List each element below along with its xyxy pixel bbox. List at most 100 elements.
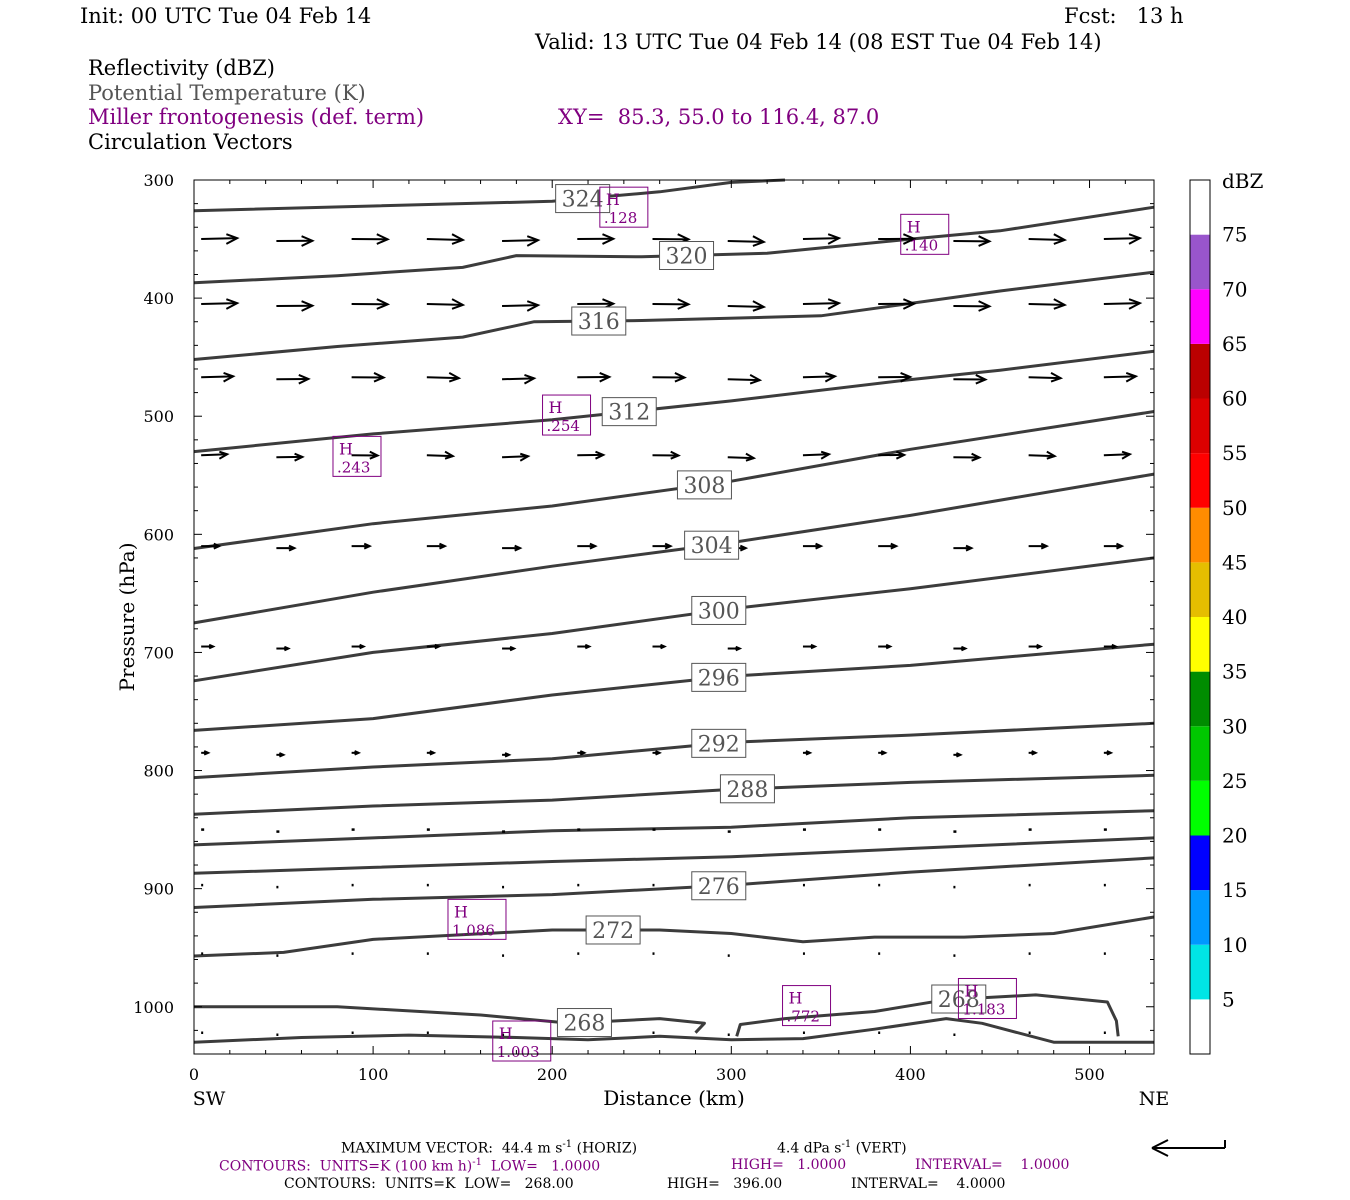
circulation-vector-head bbox=[824, 371, 838, 383]
x-end-left-label: SW bbox=[193, 1088, 226, 1110]
circulation-vector bbox=[201, 302, 238, 306]
circulation-vector bbox=[1103, 302, 1140, 306]
circulation-vector-head bbox=[752, 235, 767, 247]
circulation-vector-head bbox=[504, 752, 512, 758]
plot-frame bbox=[193, 179, 1155, 1055]
circulation-vector-head bbox=[749, 374, 763, 385]
theta-label-box bbox=[585, 915, 641, 945]
circulation-vector bbox=[802, 237, 839, 241]
theta-contour-272 bbox=[193, 915, 1155, 958]
colorbar-band bbox=[1190, 562, 1210, 617]
frontogenesis-contour-high: HIGH= 1.0000 bbox=[731, 1157, 847, 1173]
circulation-vector bbox=[1103, 237, 1140, 241]
frontogenesis-high-box bbox=[782, 985, 832, 1027]
x-end-right-label: NE bbox=[1139, 1088, 1170, 1110]
circulation-vector bbox=[1028, 376, 1061, 380]
circulation-vector bbox=[1103, 375, 1136, 379]
y-tick-label: 1000 bbox=[133, 998, 174, 1017]
circulation-vector-head bbox=[359, 643, 367, 650]
circulation-vector-head bbox=[376, 298, 391, 310]
circulation-vector-head bbox=[895, 450, 907, 460]
theta-label-box bbox=[719, 774, 775, 804]
circulation-vector-head bbox=[827, 298, 842, 310]
y-tick-label: 800 bbox=[143, 762, 174, 781]
colorbar-frame bbox=[1189, 179, 1211, 1055]
theta-contour-284 bbox=[193, 809, 1155, 847]
colorbar-tick-label: 20 bbox=[1222, 824, 1247, 848]
frontogenesis-contour-interval: INTERVAL= 1.0000 bbox=[915, 1157, 1070, 1173]
circulation-vector-head bbox=[955, 752, 963, 758]
circulation-vector bbox=[201, 237, 238, 241]
circulation-vector bbox=[1028, 238, 1065, 241]
cross-section-endpoints: XY= 85.3, 55.0 to 116.4, 87.0 bbox=[558, 105, 880, 129]
x-tick-label: 100 bbox=[358, 1065, 389, 1084]
circulation-vector bbox=[502, 455, 529, 459]
circulation-vector bbox=[1028, 454, 1055, 458]
circulation-vector-head bbox=[599, 371, 612, 383]
frontogenesis-high-box bbox=[492, 1020, 552, 1062]
theta-contour-308 bbox=[193, 410, 1155, 550]
theta-label-box bbox=[691, 871, 747, 901]
theta-label: 312 bbox=[608, 401, 650, 426]
frontogenesis-high-value: .254 bbox=[547, 417, 580, 435]
theta-label-box bbox=[684, 530, 740, 560]
theta-contour-info: CONTOURS: UNITS=K LOW= 268.00 bbox=[284, 1176, 574, 1192]
y-tick-label: 900 bbox=[143, 880, 174, 899]
theta-label-box bbox=[556, 1008, 612, 1038]
x-tick-label: 200 bbox=[537, 1065, 568, 1084]
colorbar-band bbox=[1190, 234, 1210, 290]
frontogenesis-high-label: H bbox=[964, 981, 978, 1000]
circulation-vector-head bbox=[301, 235, 315, 247]
y-axis-title: Pressure (hPa) bbox=[115, 543, 139, 692]
theta-contour-296 bbox=[193, 642, 1155, 732]
theta-label: 288 bbox=[726, 778, 768, 803]
circulation-vector bbox=[1103, 453, 1130, 457]
colorbar-band bbox=[1190, 780, 1210, 836]
theta-label-box bbox=[691, 595, 747, 625]
y-tick-label: 500 bbox=[143, 407, 174, 426]
colorbar-unit-label: dBZ bbox=[1222, 169, 1264, 193]
reference-vector-arrow bbox=[1151, 1139, 1226, 1157]
theta-contour-interval: INTERVAL= 4.0000 bbox=[851, 1176, 1006, 1192]
circulation-vector bbox=[727, 305, 764, 308]
circulation-vector bbox=[426, 303, 463, 306]
circulation-vector-head bbox=[805, 750, 813, 756]
circulation-vectors bbox=[201, 233, 1143, 1036]
theta-contour-high: HIGH= 396.00 bbox=[667, 1176, 783, 1192]
x-axis-title: Distance (km) bbox=[603, 1086, 745, 1110]
theta-label-box bbox=[691, 662, 747, 692]
circulation-vector bbox=[802, 453, 829, 457]
circulation-vector bbox=[426, 376, 459, 380]
circulation-vector-head bbox=[827, 233, 842, 245]
circulation-vector-head bbox=[509, 645, 517, 652]
circulation-vector-head bbox=[519, 452, 531, 462]
circulation-vector-head bbox=[1040, 542, 1050, 550]
field-circulation-vectors: Circulation Vectors bbox=[88, 130, 293, 154]
frontogenesis-contour-info: CONTOURS: UNITS=K (100 km h)-1 LOW= 1.00… bbox=[219, 1157, 601, 1175]
circulation-vector bbox=[1028, 303, 1065, 306]
circulation-vector bbox=[727, 378, 760, 382]
colorbar-band bbox=[1190, 890, 1210, 945]
frontogenesis-highs: H.128 H.140H.254H.243H1.086H1.003H.772H1.… bbox=[332, 186, 1017, 1062]
theta-contour-labels: 3243203163123083043002962922882762722682… bbox=[555, 184, 987, 1038]
theta-contour-292 bbox=[193, 721, 1155, 780]
theta-contour-288 bbox=[193, 773, 1155, 816]
circulation-vector-head bbox=[902, 298, 917, 310]
circulation-vector-head bbox=[283, 645, 291, 652]
colorbar-tick-label: 45 bbox=[1222, 550, 1247, 574]
circulation-vector bbox=[802, 375, 835, 379]
circulation-vector-head bbox=[664, 542, 673, 550]
circulation-vector-head bbox=[1125, 371, 1139, 383]
frontogenesis-high-label: H bbox=[339, 439, 353, 458]
valid-time: Valid: 13 UTC Tue 04 Feb 14 (08 EST Tue … bbox=[535, 30, 1102, 54]
theta-label-box bbox=[571, 306, 627, 336]
colorbar-tick-label: 65 bbox=[1222, 332, 1247, 356]
frontogenesis-high-box bbox=[957, 977, 1017, 1019]
circulation-vector-head bbox=[975, 374, 988, 385]
circulation-vector-head bbox=[579, 750, 587, 756]
circulation-vector-head bbox=[902, 233, 917, 245]
colorbar-tick-label: 10 bbox=[1222, 933, 1247, 957]
circulation-vector-head bbox=[745, 452, 757, 462]
colorbar-band bbox=[1190, 343, 1210, 399]
